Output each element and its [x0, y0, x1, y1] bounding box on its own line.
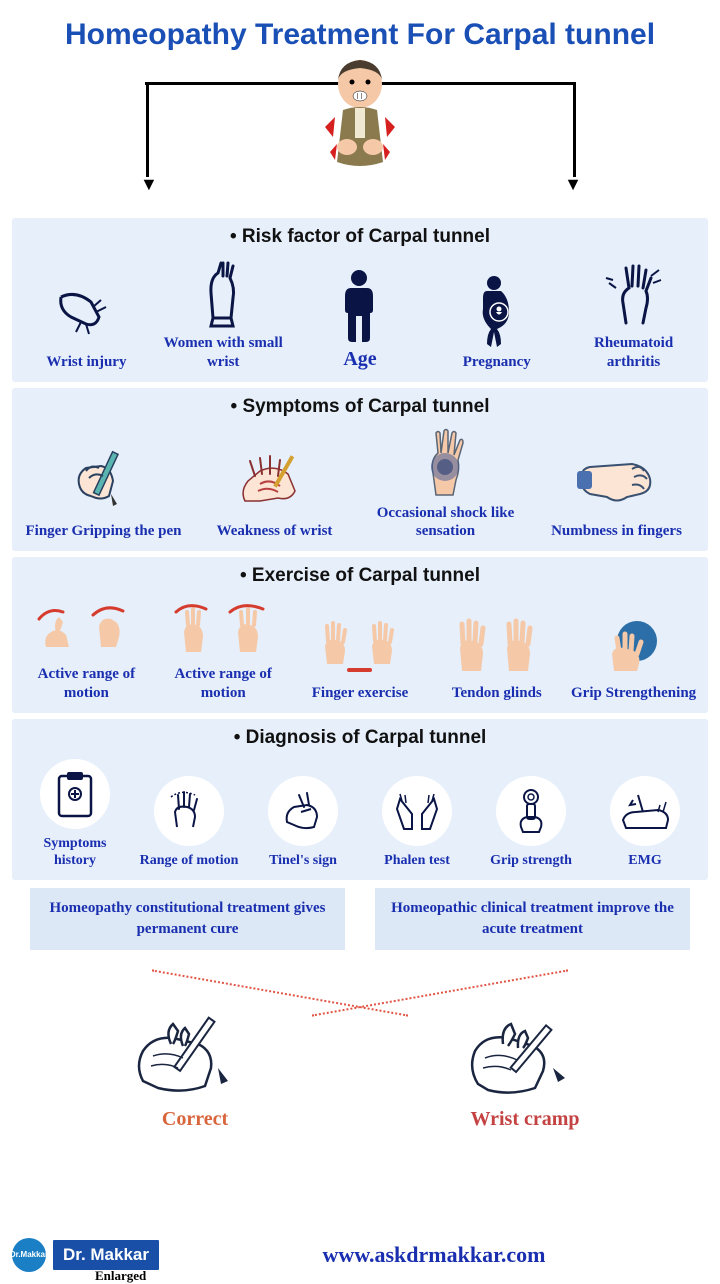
character-icon	[305, 52, 415, 202]
treatment-box: Homeopathy constitutional treatment give…	[30, 888, 345, 950]
exercise-item: Tendon glinds	[428, 616, 565, 703]
section-header: • Diagnosis of Carpal tunnel	[18, 727, 702, 749]
diagnosis-item: Phalen test	[360, 776, 474, 870]
exercise-item: Grip Strengthening	[565, 616, 702, 703]
shock-hand-icon	[408, 425, 483, 500]
diagnosis-item: EMG	[588, 776, 702, 870]
enlarged-text: Enlarged	[95, 1268, 146, 1284]
exercise-item: Finger exercise	[292, 616, 429, 703]
treatment-row: Homeopathy constitutional treatment give…	[30, 888, 690, 950]
pregnancy-icon	[469, 274, 524, 349]
arthritis-icon	[601, 258, 666, 328]
risk-item: Age	[292, 271, 429, 372]
clipboard-icon	[54, 770, 96, 818]
range-icon	[165, 787, 213, 835]
exercise-item: Active range of motion	[18, 597, 155, 703]
diagnosis-item: Grip strength	[474, 776, 588, 870]
section-header: • Exercise of Carpal tunnel	[18, 565, 702, 587]
correct-hand: Correct	[120, 994, 270, 1131]
phalen-icon	[392, 789, 442, 834]
tinel-icon	[279, 787, 327, 835]
exercise-item: Active range of motion	[155, 597, 292, 703]
website-url: www.askdrmakkar.com	[160, 1242, 708, 1268]
small-wrist-icon	[193, 258, 253, 328]
exercise-section: • Exercise of Carpal tunnel Active range…	[12, 557, 708, 713]
wrist-injury-icon	[51, 282, 121, 342]
diagnosis-item: Tinel's sign	[246, 776, 360, 870]
risk-section: • Risk factor of Carpal tunnel Wrist inj…	[12, 218, 708, 382]
footer: Dr.Makkar Dr. Makkar www.askdrmakkar.com…	[0, 1230, 720, 1280]
arrow-icon: ▼	[564, 174, 582, 195]
symptom-item: Weakness of wrist	[189, 446, 360, 541]
emg-icon	[618, 790, 673, 832]
treatment-box: Homeopathic clinical treatment improve t…	[375, 888, 690, 950]
section-header: • Risk factor of Carpal tunnel	[18, 226, 702, 248]
cramp-hand-icon	[453, 996, 598, 1101]
diagnosis-item: Symptoms history	[18, 759, 132, 870]
risk-item: Wrist injury	[18, 277, 155, 372]
numbness-icon	[572, 449, 662, 514]
arrow-icon: ▼	[140, 174, 158, 195]
grip-strength-icon	[509, 787, 554, 835]
logo-badge: Dr. Makkar	[52, 1239, 160, 1271]
symptoms-section: • Symptoms of Carpal tunnel Finger Gripp…	[12, 388, 708, 552]
cramp-hand: Wrist cramp	[450, 994, 600, 1131]
risk-item: Pregnancy	[428, 277, 565, 372]
diagnosis-section: • Diagnosis of Carpal tunnel Symptoms hi…	[12, 719, 708, 880]
logo-circle: Dr.Makkar	[12, 1238, 46, 1272]
range-motion-icon	[31, 597, 141, 659]
correct-hand-icon	[123, 996, 268, 1101]
grip-ball-icon	[599, 616, 669, 678]
hero-section: ▼ ▼	[0, 62, 720, 212]
dotted-connector	[30, 954, 690, 994]
range-motion-icon	[168, 597, 278, 659]
section-header: • Symptoms of Carpal tunnel	[18, 396, 702, 418]
symptom-item: Occasional shock like sensation	[360, 428, 531, 542]
pen-grip-icon	[61, 446, 146, 516]
risk-item: Women with small wrist	[155, 258, 292, 372]
wrist-weakness-icon	[230, 446, 320, 516]
finger-exercise-icon	[312, 616, 407, 678]
diagnosis-item: Range of motion	[132, 776, 246, 870]
symptom-item: Finger Gripping the pen	[18, 446, 189, 541]
hands-comparison: Correct Wrist cramp	[30, 994, 690, 1131]
logo: Dr.Makkar Dr. Makkar	[12, 1238, 160, 1272]
risk-item: Rheumatoid arthritis	[565, 258, 702, 372]
symptom-item: Numbness in fingers	[531, 446, 702, 541]
tendon-glide-icon	[447, 616, 547, 678]
person-icon	[337, 268, 382, 343]
